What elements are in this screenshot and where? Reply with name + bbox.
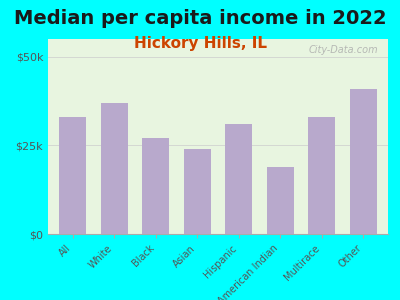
Bar	[308, 117, 335, 234]
Bar	[267, 167, 294, 234]
Bar	[350, 88, 376, 234]
Bar	[184, 149, 211, 234]
Bar	[142, 138, 169, 234]
Text: Median per capita income in 2022: Median per capita income in 2022	[14, 9, 386, 28]
Text: Hickory Hills, IL: Hickory Hills, IL	[134, 36, 266, 51]
Text: City-Data.com: City-Data.com	[308, 45, 378, 55]
Bar	[60, 117, 86, 234]
Bar	[101, 103, 128, 234]
Bar	[225, 124, 252, 234]
